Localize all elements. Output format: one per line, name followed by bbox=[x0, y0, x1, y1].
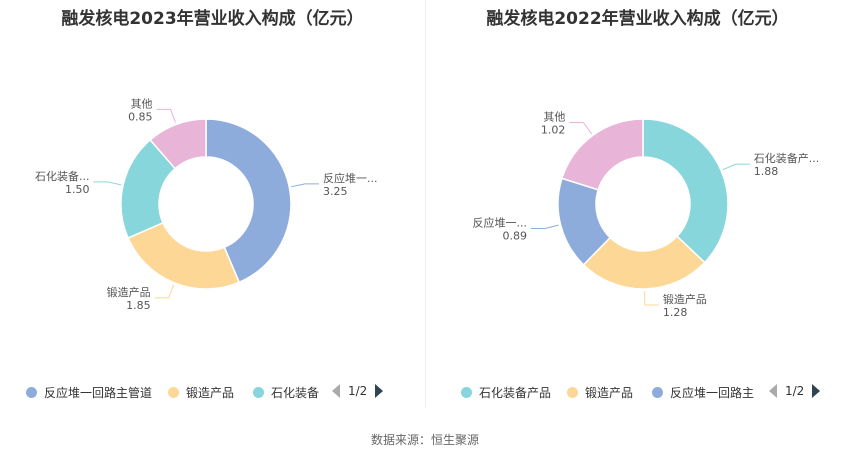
legend-label: 石化装备 bbox=[271, 386, 320, 400]
slice-label: 石化装备产... bbox=[754, 151, 820, 165]
legend-item[interactable]: 反应堆一回路主 bbox=[652, 384, 754, 401]
slice-label: 其他 bbox=[131, 97, 153, 110]
legend-pager: 1/2 bbox=[332, 384, 384, 398]
legend-label: 锻造产品 bbox=[585, 386, 634, 400]
slice-value-label: 1.85 bbox=[126, 299, 151, 312]
slice-label: 反应堆一... bbox=[323, 171, 378, 185]
legend-swatch bbox=[652, 387, 663, 398]
label-leader-line bbox=[569, 122, 593, 135]
chart-title: 融发核电2022年营业收入构成（亿元） bbox=[486, 9, 789, 29]
label-leader-line bbox=[722, 163, 750, 171]
legend-swatch bbox=[26, 387, 37, 398]
slice-label: 石化装备... bbox=[35, 169, 90, 183]
chart-title: 融发核电2023年营业收入构成（亿元） bbox=[61, 9, 364, 29]
donut-slice[interactable] bbox=[127, 221, 241, 290]
label-leader-line bbox=[154, 284, 175, 299]
legend-prev-arrow-icon[interactable] bbox=[332, 384, 340, 398]
legend-item[interactable]: 石化装备 bbox=[253, 384, 319, 401]
legend-label: 锻造产品 bbox=[186, 386, 235, 400]
legend-next-arrow-icon[interactable] bbox=[375, 384, 384, 398]
legend-item[interactable]: 反应堆一回路主管道 bbox=[26, 384, 152, 401]
slice-value-label: 1.02 bbox=[541, 124, 566, 137]
legend-label: 反应堆一回路主 bbox=[670, 386, 755, 400]
legend-pager: 1/2 bbox=[769, 384, 821, 398]
chart-legend: 反应堆一回路主管道 锻造产品 石化装备 1/2 bbox=[0, 384, 425, 404]
label-leader-line bbox=[291, 183, 319, 188]
slice-label: 锻造产品 bbox=[663, 292, 707, 306]
label-leader-line bbox=[93, 181, 122, 186]
legend-page-indicator: 1/2 bbox=[785, 384, 805, 398]
legend-item[interactable]: 石化装备产品 bbox=[461, 384, 551, 401]
slice-label: 其他 bbox=[543, 111, 565, 124]
legend-prev-arrow-icon[interactable] bbox=[769, 384, 777, 398]
legend-next-arrow-icon[interactable] bbox=[812, 384, 821, 398]
slice-value-label: 0.89 bbox=[503, 229, 528, 242]
slice-value-label: 1.88 bbox=[754, 165, 779, 178]
chart-panel-2023: 融发核电2023年营业收入构成（亿元） 反应堆一... 3.25 锻造产品 1.85 石… bbox=[0, 0, 425, 420]
chart-legend: 石化装备产品 锻造产品 反应堆一回路主 1/2 bbox=[425, 384, 850, 404]
slice-value-label: 0.85 bbox=[128, 110, 153, 123]
slice-value-label: 3.25 bbox=[323, 185, 348, 198]
donut-slice[interactable] bbox=[149, 118, 207, 170]
donut-slice[interactable] bbox=[561, 118, 644, 191]
slice-value-label: 1.28 bbox=[663, 306, 688, 319]
legend-item[interactable]: 锻造产品 bbox=[168, 384, 234, 401]
label-leader-line bbox=[644, 290, 659, 306]
panel-divider bbox=[425, 0, 426, 408]
data-source-note: 数据来源：恒生聚源 bbox=[370, 433, 479, 447]
legend-page-indicator: 1/2 bbox=[348, 384, 368, 398]
label-leader-line bbox=[156, 108, 176, 123]
legend-swatch bbox=[567, 387, 578, 398]
chart-panel-2022: 融发核电2022年营业收入构成（亿元） 石化装备产... 1.88 锻造产品 1.28… bbox=[425, 0, 850, 420]
label-leader-line bbox=[531, 224, 559, 229]
donut-slice[interactable] bbox=[642, 118, 729, 264]
legend-item[interactable]: 锻造产品 bbox=[567, 384, 633, 401]
legend-label: 石化装备产品 bbox=[479, 386, 552, 400]
slice-value-label: 1.50 bbox=[65, 183, 90, 196]
legend-swatch bbox=[168, 387, 179, 398]
legend-swatch bbox=[253, 387, 264, 398]
slice-label: 反应堆一... bbox=[473, 215, 528, 229]
donut-slice[interactable] bbox=[205, 118, 292, 284]
slice-label: 锻造产品 bbox=[107, 285, 151, 299]
legend-swatch bbox=[461, 387, 472, 398]
legend-label: 反应堆一回路主管道 bbox=[44, 386, 153, 400]
